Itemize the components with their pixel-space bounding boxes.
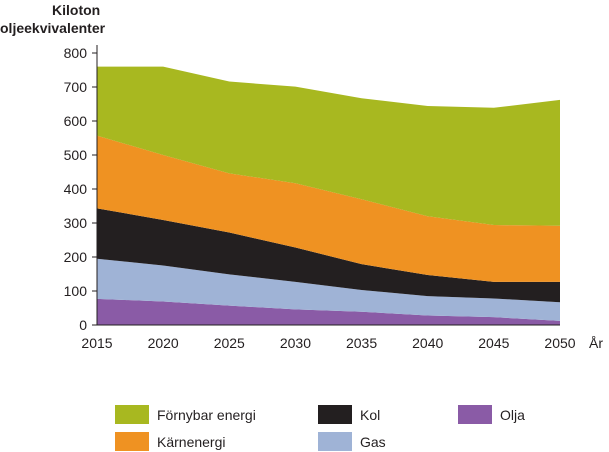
x-tick-label: 2020 bbox=[148, 335, 179, 351]
legend-label: Kärnenergi bbox=[157, 433, 226, 450]
area-k-rnenergi bbox=[97, 135, 560, 282]
x-axis-title: År bbox=[589, 335, 603, 351]
x-tick-label: 2040 bbox=[412, 335, 443, 351]
legend-item-olja: Olja bbox=[458, 405, 525, 424]
legend-item-gas: Gas bbox=[318, 432, 386, 451]
y-tick-label: 500 bbox=[64, 147, 88, 163]
plot-area: 0 100 200 300 400 500 600 700 800 2015 2020 2025 203… bbox=[64, 45, 603, 351]
x-tick-label: 2035 bbox=[346, 335, 377, 351]
x-tick-label: 2015 bbox=[81, 335, 112, 351]
legend-swatch bbox=[318, 405, 352, 424]
y-tick-label: 300 bbox=[64, 215, 88, 231]
area-gas bbox=[97, 258, 560, 321]
y-axis-title-line2: oljeekvivalenter bbox=[0, 20, 106, 36]
legend-item-fornybar: Förnybar energi bbox=[115, 405, 256, 424]
y-tick-label: 100 bbox=[64, 283, 88, 299]
legend-item-karnenergi: Kärnenergi bbox=[115, 432, 226, 451]
area-kol bbox=[97, 208, 560, 303]
x-tick-label: 2025 bbox=[214, 335, 245, 351]
legend-item-kol: Kol bbox=[318, 405, 380, 424]
legend-label: Förnybar energi bbox=[157, 406, 256, 423]
legend-label: Olja bbox=[500, 406, 525, 423]
legend-swatch bbox=[458, 405, 492, 424]
y-axis-title-line1: Kiloton bbox=[52, 2, 101, 18]
y-tick-label: 700 bbox=[64, 79, 88, 95]
area-f-rnybar-energi bbox=[97, 66, 560, 226]
legend-label: Kol bbox=[360, 406, 381, 423]
x-tick-label: 2050 bbox=[544, 335, 575, 351]
y-tick-label: 400 bbox=[64, 181, 88, 197]
y-tick-label: 200 bbox=[64, 249, 88, 265]
x-tick-label: 2030 bbox=[280, 335, 311, 351]
y-tick-label: 0 bbox=[79, 317, 87, 333]
legend-swatch bbox=[115, 432, 149, 451]
y-tick-label: 600 bbox=[64, 113, 88, 129]
legend-label: Gas bbox=[360, 433, 386, 450]
x-tick-label: 2045 bbox=[478, 335, 509, 351]
legend-swatch bbox=[115, 405, 149, 424]
y-tick-label: 800 bbox=[64, 45, 88, 61]
legend-swatch bbox=[318, 432, 352, 451]
area-olja bbox=[97, 298, 560, 325]
